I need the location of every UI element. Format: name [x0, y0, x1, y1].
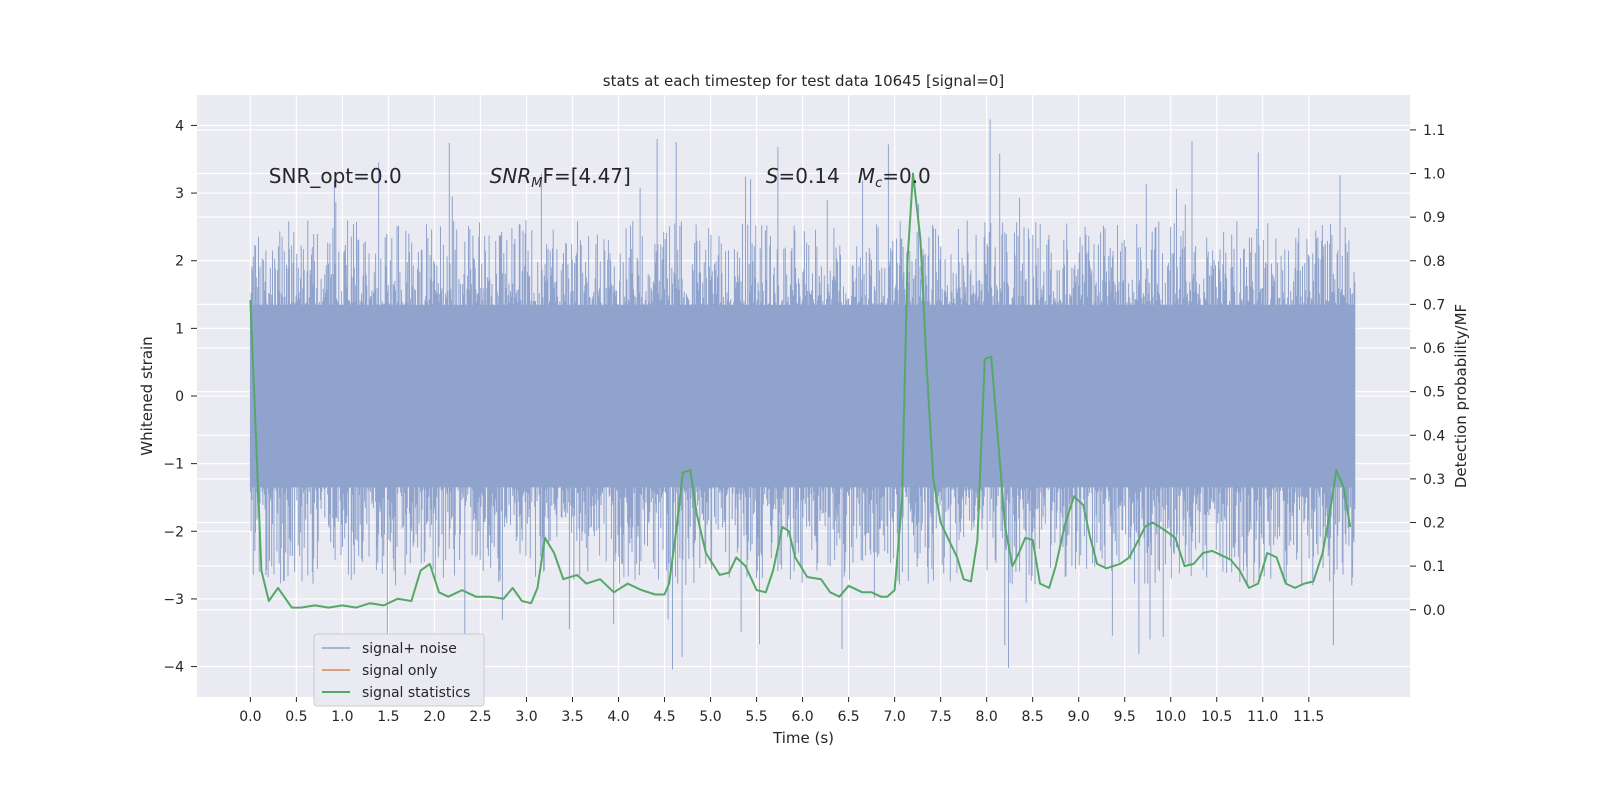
x-tick-label-10: 5.0 [699, 709, 721, 725]
x-tick-label-15: 7.5 [929, 709, 951, 725]
y-tick-label-8: 4 [175, 118, 184, 134]
y-tick-label-1: −3 [163, 592, 184, 608]
x-tick-label-4: 2.0 [423, 709, 445, 725]
annotation-snr-mf-rest: F=[4.47] [542, 164, 630, 188]
noise-trace [249, 119, 1356, 670]
x-tick-label-9: 4.5 [653, 709, 675, 725]
x-tick-label-19: 9.5 [1114, 709, 1136, 725]
y-right-tick-label-11: 1.1 [1423, 123, 1445, 139]
y-tick-label-2: −2 [163, 524, 184, 540]
annotation-mc-rest: =0.0 [882, 164, 931, 188]
y-tick-label-3: −1 [163, 457, 184, 473]
chart-title: stats at each timestep for test data 106… [603, 72, 1004, 90]
x-tick-label-7: 3.5 [561, 709, 583, 725]
y-tick-label-6: 2 [175, 254, 184, 270]
x-tick-label-8: 4.0 [607, 709, 629, 725]
x-tick-label-0: 0.0 [239, 709, 261, 725]
y-right-tick-label-4: 0.4 [1423, 428, 1445, 444]
x-tick-label-13: 6.5 [837, 709, 859, 725]
x-tick-label-18: 9.0 [1068, 709, 1090, 725]
annotation-mc: Mc=0.0 [858, 164, 931, 191]
y-tick-label-7: 3 [175, 186, 184, 202]
annotation-snr-mf-sub: M [531, 176, 542, 191]
x-tick-label-22: 11.0 [1247, 709, 1278, 725]
legend-box [313, 633, 485, 707]
x-tick-label-12: 6.0 [791, 709, 813, 725]
y-axis-right-label: Detection probability/MF [1452, 304, 1470, 488]
annotation-mc-sub: c [875, 176, 882, 191]
y-tick-label-4: 0 [175, 389, 184, 405]
x-tick-label-20: 10.0 [1155, 709, 1186, 725]
x-tick-label-1: 0.5 [285, 709, 307, 725]
annotation-s: S=0.14 [766, 164, 840, 188]
series-signal-statistics [249, 172, 1352, 609]
axis-ticks: 0.0 0.5 1.0 1.5 2.0 2.5 3.0 3.5 4.0 4.5 5.0 5.5 6.0 6… [163, 118, 1445, 725]
annotation-snr-mf-base: SNR [490, 164, 532, 188]
signal-statistics-line [249, 172, 1352, 609]
y-right-tick-label-3: 0.3 [1423, 472, 1445, 488]
legend-label-2: signal statistics [362, 685, 470, 701]
annotation-snr-opt: SNR_opt=0.0 [269, 164, 402, 188]
y-right-tick-label-10: 1.0 [1423, 167, 1445, 183]
y-right-tick-label-1: 0.1 [1423, 559, 1445, 575]
y-axis-label: Whitened strain [138, 336, 156, 455]
annotation-snr-mf: SNRMF=[4.47] [490, 164, 631, 191]
y-right-tick-label-7: 0.7 [1423, 297, 1445, 313]
x-tick-label-17: 8.5 [1022, 709, 1044, 725]
y-right-tick-label-8: 0.8 [1423, 254, 1445, 270]
legend: signal+ noise signal only signal statistic… [313, 633, 485, 707]
y-right-tick-label-5: 0.5 [1423, 385, 1445, 401]
x-tick-label-2: 1.0 [331, 709, 353, 725]
x-tick-label-16: 8.0 [976, 709, 998, 725]
x-tick-label-21: 10.5 [1201, 709, 1232, 725]
x-tick-label-23: 11.5 [1293, 709, 1324, 725]
legend-label-1: signal only [362, 663, 437, 679]
y-right-tick-label-2: 0.2 [1423, 516, 1445, 532]
annotation-mc-base: M [858, 164, 875, 188]
y-right-tick-label-0: 0.0 [1423, 603, 1445, 619]
x-axis-label: Time (s) [772, 729, 834, 747]
x-tick-label-11: 5.5 [745, 709, 767, 725]
x-tick-label-5: 2.5 [469, 709, 491, 725]
annotation-s-rest: =0.14 [778, 164, 839, 188]
series-signal-noise [249, 119, 1356, 670]
annotation-s-base: S [766, 164, 779, 188]
x-tick-label-14: 7.0 [883, 709, 905, 725]
y-right-tick-label-9: 0.9 [1423, 210, 1445, 226]
y-tick-label-5: 1 [175, 321, 184, 337]
y-right-tick-label-6: 0.6 [1423, 341, 1445, 357]
x-tick-label-6: 3.0 [515, 709, 537, 725]
x-tick-label-3: 1.5 [377, 709, 399, 725]
legend-label-0: signal+ noise [362, 641, 457, 657]
y-tick-label-0: −4 [163, 660, 184, 676]
